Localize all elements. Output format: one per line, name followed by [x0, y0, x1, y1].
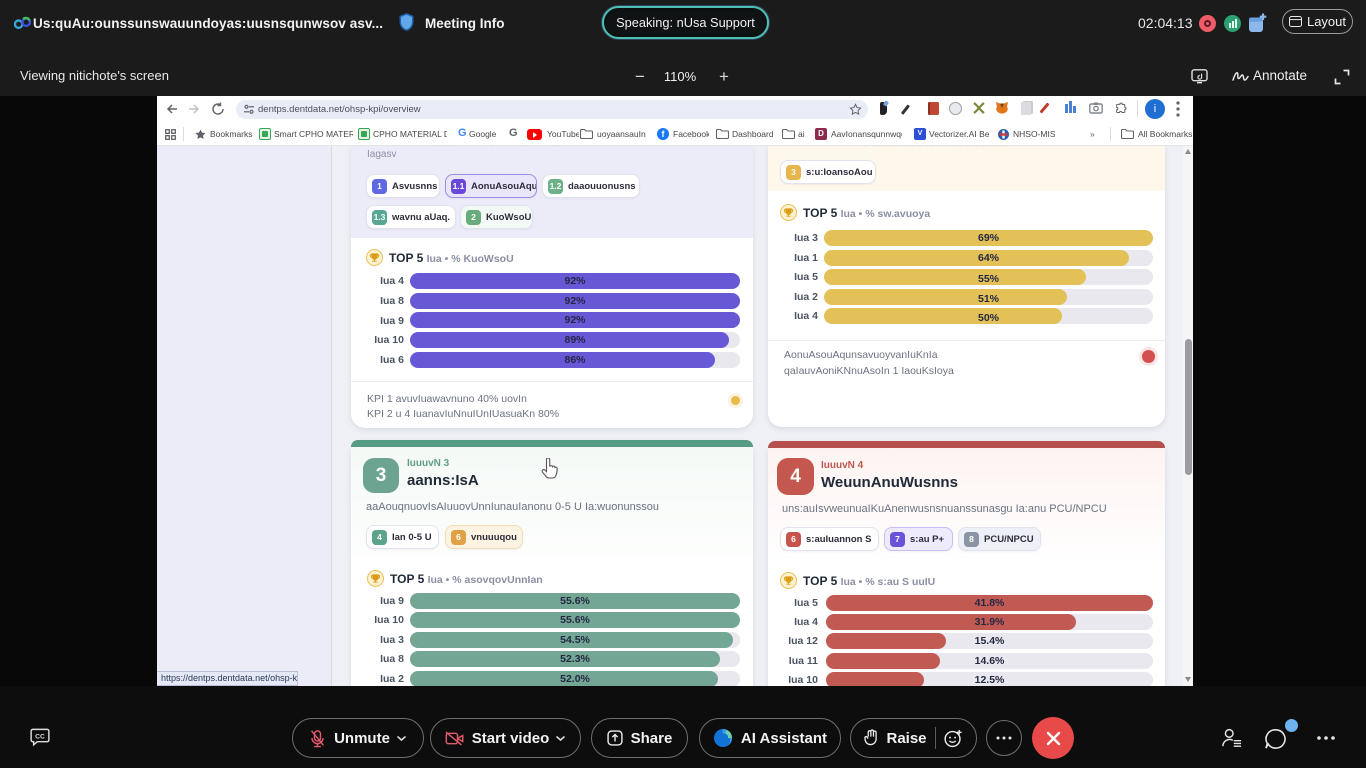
svg-text:CC: CC [35, 733, 45, 740]
